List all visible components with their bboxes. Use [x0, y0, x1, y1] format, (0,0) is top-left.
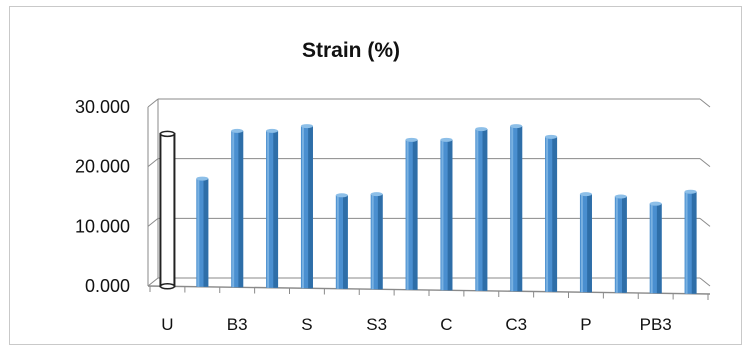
- bar-highlight: [301, 126, 304, 289]
- gridline-edge: [699, 217, 711, 227]
- x-tick-label: PB3: [640, 315, 672, 334]
- bar: [475, 127, 488, 291]
- bar-shade: [517, 126, 523, 292]
- bar-top: [579, 192, 592, 197]
- x-tick-label: P: [580, 315, 591, 334]
- x-tick-label: C: [440, 315, 452, 334]
- bar: [510, 124, 523, 292]
- y-tick-label: 10.000: [75, 216, 130, 236]
- gridline-depth: [147, 217, 159, 227]
- bar: [545, 134, 558, 292]
- bar-top: [684, 189, 697, 194]
- x-tick-label: S3: [366, 315, 387, 334]
- bar-top: [300, 124, 313, 129]
- bar-shade: [412, 139, 418, 290]
- bar-top: [335, 193, 348, 198]
- labels: 0.000 10.000 20.000 30.000 U B3 S S3 C C3 P PB3: [75, 97, 672, 334]
- x-tick-label: S: [301, 315, 312, 334]
- bar: [440, 137, 453, 291]
- bar-highlight: [615, 196, 618, 293]
- bar: [335, 193, 348, 289]
- bar-highlight: [476, 129, 479, 291]
- gridline-depth: [147, 158, 159, 168]
- bar: [405, 137, 418, 290]
- bar: [579, 192, 592, 293]
- bar-shade: [656, 203, 662, 294]
- bar-bottom: [159, 283, 176, 290]
- x-tick-label: B3: [227, 315, 248, 334]
- bar-shade: [587, 194, 592, 293]
- gridline-edge: [699, 98, 711, 108]
- bar-top: [545, 134, 558, 139]
- bar-highlight: [441, 139, 444, 291]
- bar-top: [231, 128, 244, 133]
- bar-highlight: [546, 136, 549, 292]
- bar-top: [405, 137, 418, 142]
- bar-highlight: [580, 194, 583, 293]
- bar-highlight: [232, 130, 235, 288]
- bar-top: [614, 194, 627, 199]
- bar-highlight: [685, 191, 688, 294]
- bar-highlight: [650, 203, 653, 294]
- gridline-edge: [699, 158, 711, 168]
- bar-highlight: [511, 126, 514, 292]
- bar-shade: [273, 130, 279, 288]
- gridline-edge: [699, 277, 711, 287]
- bar-highlight: [197, 178, 200, 287]
- bar-shade: [377, 194, 383, 290]
- bar-shade: [691, 191, 697, 294]
- bar-highlight: [336, 195, 339, 289]
- bar-top: [370, 192, 383, 197]
- bar-highlight: [371, 194, 374, 290]
- bar: [649, 201, 662, 294]
- bar: [266, 128, 279, 288]
- bar-top: [440, 137, 453, 142]
- bar-top: [159, 130, 176, 138]
- bar: [300, 124, 313, 289]
- bar-shade: [308, 126, 313, 289]
- bar-top: [196, 176, 209, 181]
- bar-shade: [203, 178, 209, 287]
- bar-shade: [343, 195, 348, 289]
- bar: [370, 192, 383, 290]
- x-tick-label: C3: [505, 315, 527, 334]
- y-tick-label: 0.000: [85, 276, 130, 296]
- bar-shade: [238, 130, 244, 288]
- bar: [196, 176, 209, 287]
- bar: [684, 189, 697, 294]
- bar-shade: [552, 136, 558, 292]
- gridlines: [147, 98, 711, 287]
- bar-highlight: [267, 130, 270, 288]
- bar: [614, 194, 627, 293]
- bar-top: [649, 201, 662, 206]
- bar-body: [159, 132, 176, 288]
- chart-title: Strain (%): [302, 39, 400, 62]
- bar-shade: [622, 196, 627, 293]
- y-tick-label: 20.000: [75, 157, 130, 177]
- bar-top: [266, 128, 279, 133]
- gridline-depth: [147, 98, 159, 108]
- bar-top: [475, 127, 488, 132]
- bar-shade: [482, 129, 488, 291]
- x-tick-label: U: [161, 315, 173, 334]
- y-tick-label: 30.000: [75, 97, 130, 117]
- gridline-depth: [147, 277, 159, 287]
- bars: [159, 124, 697, 294]
- bar-top: [510, 124, 523, 129]
- bar-shade: [447, 139, 453, 291]
- bar: [231, 128, 244, 288]
- bar-highlighted: [159, 130, 176, 290]
- bar-highlight: [406, 139, 409, 290]
